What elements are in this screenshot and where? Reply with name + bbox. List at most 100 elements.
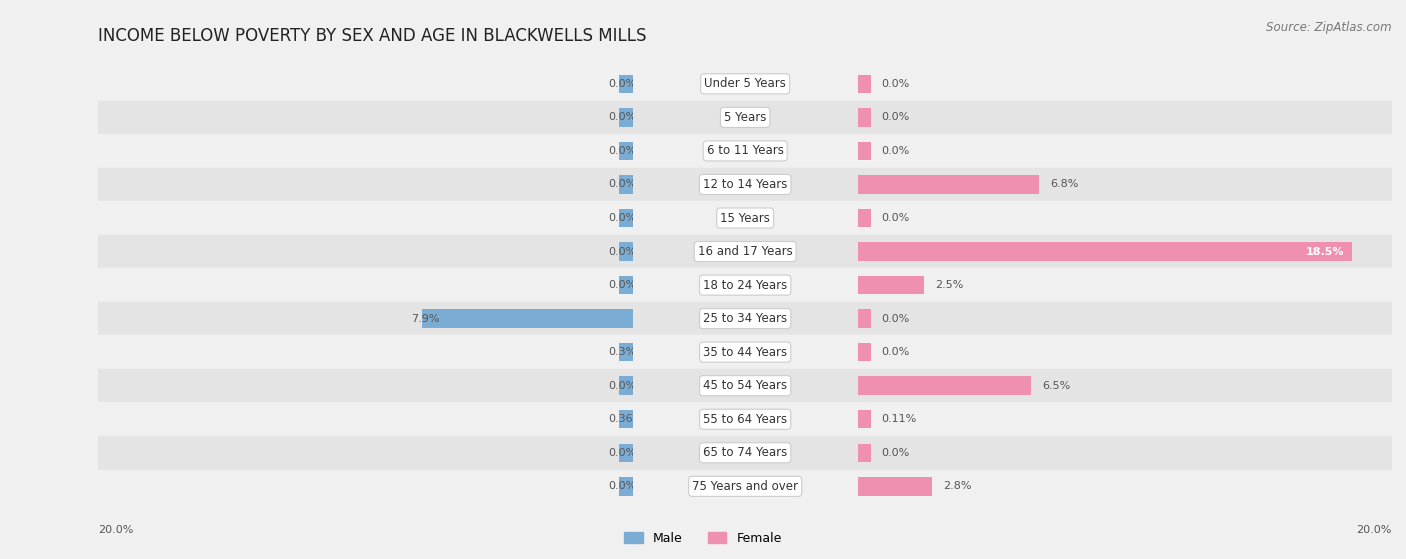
Bar bbox=[858, 168, 1392, 201]
Bar bbox=[620, 108, 633, 126]
Text: 16 and 17 Years: 16 and 17 Years bbox=[697, 245, 793, 258]
Text: 20.0%: 20.0% bbox=[1357, 525, 1392, 536]
Text: 6.8%: 6.8% bbox=[1050, 179, 1078, 190]
Bar bbox=[858, 310, 870, 328]
Bar bbox=[858, 369, 1392, 402]
Bar bbox=[98, 201, 633, 235]
Bar bbox=[858, 75, 870, 93]
Text: 2.5%: 2.5% bbox=[935, 280, 963, 290]
Bar bbox=[858, 209, 870, 227]
Text: 18.5%: 18.5% bbox=[1305, 247, 1344, 257]
Text: 0.0%: 0.0% bbox=[882, 347, 910, 357]
Bar bbox=[98, 235, 633, 268]
Bar bbox=[633, 335, 858, 369]
Bar bbox=[858, 377, 1032, 395]
Text: 2.8%: 2.8% bbox=[943, 481, 972, 491]
Text: 55 to 64 Years: 55 to 64 Years bbox=[703, 413, 787, 426]
Bar bbox=[98, 67, 633, 101]
Text: 18 to 24 Years: 18 to 24 Years bbox=[703, 278, 787, 292]
Bar bbox=[633, 67, 858, 101]
Bar bbox=[858, 410, 870, 428]
Text: 0.0%: 0.0% bbox=[609, 112, 637, 122]
Bar bbox=[98, 470, 633, 503]
Bar bbox=[422, 310, 633, 328]
Bar bbox=[620, 276, 633, 295]
Text: 15 Years: 15 Years bbox=[720, 211, 770, 225]
Bar bbox=[858, 67, 1392, 101]
Text: 0.0%: 0.0% bbox=[609, 448, 637, 458]
Bar bbox=[858, 134, 1392, 168]
Bar bbox=[620, 142, 633, 160]
Bar bbox=[633, 168, 858, 201]
Bar bbox=[858, 201, 1392, 235]
Text: 7.9%: 7.9% bbox=[411, 314, 440, 324]
Bar bbox=[633, 369, 858, 402]
Text: 0.3%: 0.3% bbox=[609, 347, 637, 357]
Text: 0.0%: 0.0% bbox=[882, 448, 910, 458]
Bar bbox=[620, 410, 633, 428]
Bar bbox=[98, 302, 633, 335]
Bar bbox=[858, 276, 925, 295]
Text: INCOME BELOW POVERTY BY SEX AND AGE IN BLACKWELLS MILLS: INCOME BELOW POVERTY BY SEX AND AGE IN B… bbox=[98, 27, 647, 45]
Bar bbox=[858, 243, 1353, 260]
Text: 0.0%: 0.0% bbox=[609, 381, 637, 391]
Bar bbox=[858, 444, 870, 462]
Bar bbox=[633, 302, 858, 335]
Bar bbox=[98, 402, 633, 436]
Bar bbox=[633, 436, 858, 470]
Bar bbox=[633, 134, 858, 168]
Bar bbox=[620, 444, 633, 462]
Bar bbox=[858, 268, 1392, 302]
Text: Under 5 Years: Under 5 Years bbox=[704, 77, 786, 91]
Text: 0.0%: 0.0% bbox=[609, 481, 637, 491]
Text: Source: ZipAtlas.com: Source: ZipAtlas.com bbox=[1267, 21, 1392, 34]
Bar bbox=[98, 268, 633, 302]
Text: 65 to 74 Years: 65 to 74 Years bbox=[703, 446, 787, 459]
Text: 0.0%: 0.0% bbox=[609, 179, 637, 190]
Bar bbox=[858, 477, 932, 495]
Text: 25 to 34 Years: 25 to 34 Years bbox=[703, 312, 787, 325]
Bar bbox=[858, 470, 1392, 503]
Bar bbox=[633, 402, 858, 436]
Text: 0.0%: 0.0% bbox=[882, 146, 910, 156]
Bar bbox=[620, 243, 633, 260]
Bar bbox=[633, 101, 858, 134]
Bar bbox=[858, 402, 1392, 436]
Bar bbox=[98, 101, 633, 134]
Bar bbox=[98, 134, 633, 168]
Bar bbox=[620, 343, 633, 362]
Text: 75 Years and over: 75 Years and over bbox=[692, 480, 799, 493]
Bar bbox=[858, 235, 1392, 268]
Bar bbox=[620, 477, 633, 495]
Bar bbox=[858, 176, 1039, 194]
Bar bbox=[620, 75, 633, 93]
Bar bbox=[633, 201, 858, 235]
Bar bbox=[98, 369, 633, 402]
Text: 6 to 11 Years: 6 to 11 Years bbox=[707, 144, 783, 158]
Bar bbox=[633, 235, 858, 268]
Text: 0.0%: 0.0% bbox=[609, 79, 637, 89]
Bar bbox=[633, 470, 858, 503]
Text: 0.0%: 0.0% bbox=[882, 213, 910, 223]
Bar bbox=[620, 176, 633, 194]
Text: 35 to 44 Years: 35 to 44 Years bbox=[703, 345, 787, 359]
Text: 0.36%: 0.36% bbox=[609, 414, 644, 424]
Bar bbox=[858, 343, 870, 362]
Bar bbox=[858, 142, 870, 160]
Text: 20.0%: 20.0% bbox=[98, 525, 134, 536]
Text: 12 to 14 Years: 12 to 14 Years bbox=[703, 178, 787, 191]
Bar bbox=[858, 436, 1392, 470]
Text: 6.5%: 6.5% bbox=[1042, 381, 1070, 391]
Text: 5 Years: 5 Years bbox=[724, 111, 766, 124]
Bar bbox=[858, 101, 1392, 134]
Bar bbox=[620, 209, 633, 227]
Bar bbox=[98, 168, 633, 201]
Legend: Male, Female: Male, Female bbox=[619, 527, 787, 550]
Bar bbox=[858, 302, 1392, 335]
Text: 0.0%: 0.0% bbox=[882, 112, 910, 122]
Bar bbox=[620, 377, 633, 395]
Bar bbox=[858, 335, 1392, 369]
Bar bbox=[98, 335, 633, 369]
Text: 0.0%: 0.0% bbox=[609, 247, 637, 257]
Bar bbox=[858, 108, 870, 126]
